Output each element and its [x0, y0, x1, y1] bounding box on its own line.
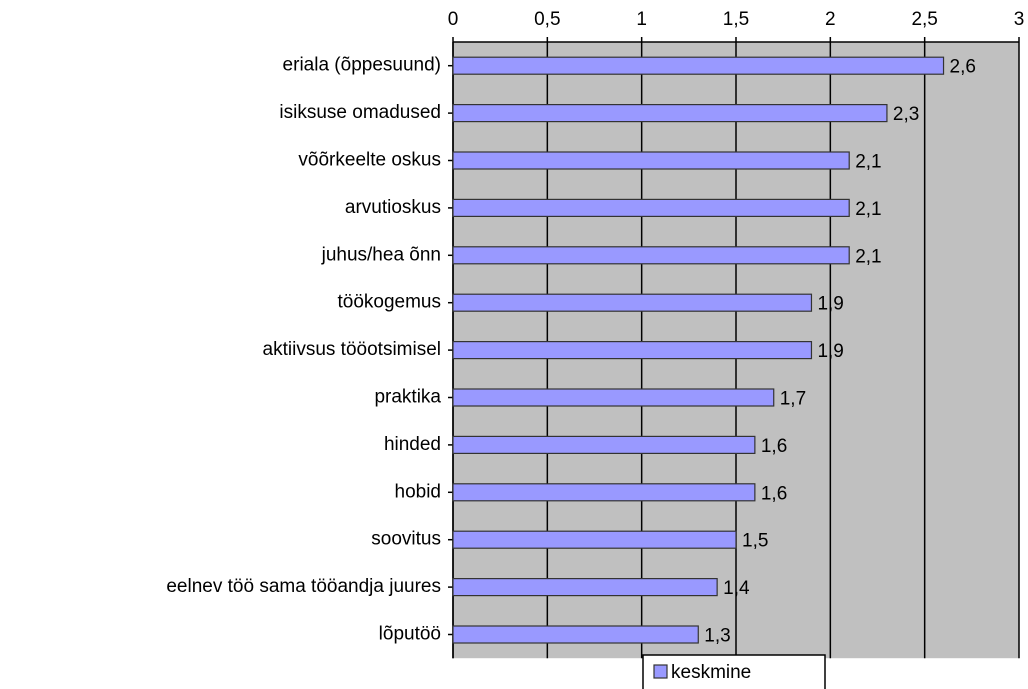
bar	[452, 151, 850, 170]
value-label: 1,5	[742, 531, 768, 552]
legend-swatch	[653, 664, 668, 679]
bar	[452, 198, 850, 217]
y-tick-label: isiksuse omadused	[279, 102, 441, 123]
value-label: 1,6	[761, 436, 787, 457]
value-label: 1,3	[704, 626, 730, 647]
y-tick-label: soovitus	[371, 529, 441, 550]
value-label: 2,1	[855, 246, 881, 267]
bar	[452, 435, 756, 454]
y-tick-label: aktiivsus tööotsimisel	[263, 339, 441, 360]
x-tick-label: 1,5	[723, 9, 749, 30]
bar	[452, 56, 945, 75]
value-label: 2,3	[893, 104, 919, 125]
y-tick-label: hinded	[384, 434, 441, 455]
bar	[452, 293, 813, 312]
y-tick-label: eriala (õppesuund)	[283, 55, 441, 76]
y-tick-label: võõrkeelte oskus	[298, 150, 441, 171]
legend-label: keskmine	[671, 662, 751, 683]
value-label: 1,4	[723, 578, 750, 599]
y-tick-label: eelnev töö sama tööandja juures	[166, 576, 441, 597]
value-label: 2,1	[855, 199, 881, 220]
value-label: 2,6	[950, 57, 976, 78]
bar	[452, 530, 737, 549]
value-label: 1,9	[817, 341, 843, 362]
x-tick-label: 0	[448, 9, 459, 30]
x-tick-label: 2,5	[911, 9, 937, 30]
x-tick-label: 1	[636, 9, 647, 30]
y-tick-label: hobid	[395, 481, 442, 502]
x-tick-label: 3	[1014, 9, 1025, 30]
x-tick-label: 0,5	[534, 9, 560, 30]
y-tick-label: töökogemus	[337, 292, 441, 313]
y-tick-label: arvutioskus	[345, 197, 441, 218]
legend	[642, 654, 826, 689]
x-tick-label: 2	[825, 9, 836, 30]
y-tick-label: praktika	[374, 387, 441, 408]
bar	[452, 577, 718, 597]
bar	[452, 483, 756, 502]
bar	[452, 625, 699, 644]
bar	[452, 246, 850, 265]
bar	[452, 103, 888, 123]
bar	[452, 341, 813, 360]
value-label: 2,1	[855, 152, 881, 173]
value-label: 1,6	[761, 483, 787, 504]
value-label: 1,7	[780, 389, 806, 410]
y-tick-label: juhus/hea õnn	[321, 244, 441, 265]
y-tick-label: lõputöö	[379, 624, 441, 645]
value-label: 1,9	[817, 294, 843, 315]
bar	[452, 388, 775, 407]
